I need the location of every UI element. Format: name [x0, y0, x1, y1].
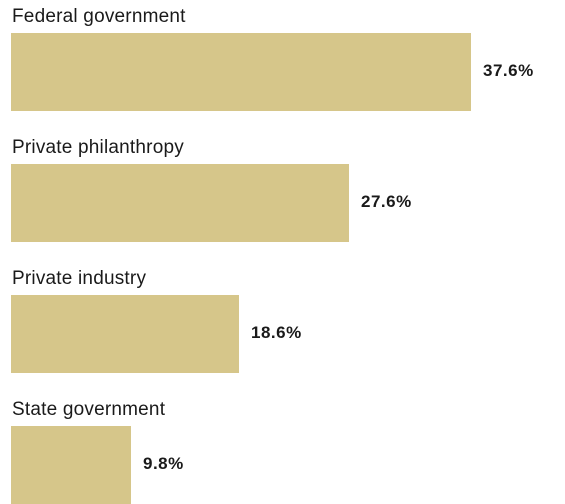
- category-label-federal-government: Federal government: [12, 6, 186, 27]
- bar-state-government: [11, 426, 131, 504]
- value-label-federal-government: 37.6%: [483, 61, 534, 80]
- category-label-private-industry: Private industry: [12, 268, 147, 289]
- value-label-private-industry: 18.6%: [251, 323, 302, 342]
- category-label-private-philanthropy: Private philanthropy: [12, 137, 184, 158]
- bar-federal-government: [11, 33, 471, 111]
- category-label-state-government: State government: [12, 399, 166, 420]
- bar-private-industry: [11, 295, 239, 373]
- bar-private-philanthropy: [11, 164, 349, 242]
- value-label-private-philanthropy: 27.6%: [361, 192, 412, 211]
- value-label-state-government: 9.8%: [143, 454, 184, 473]
